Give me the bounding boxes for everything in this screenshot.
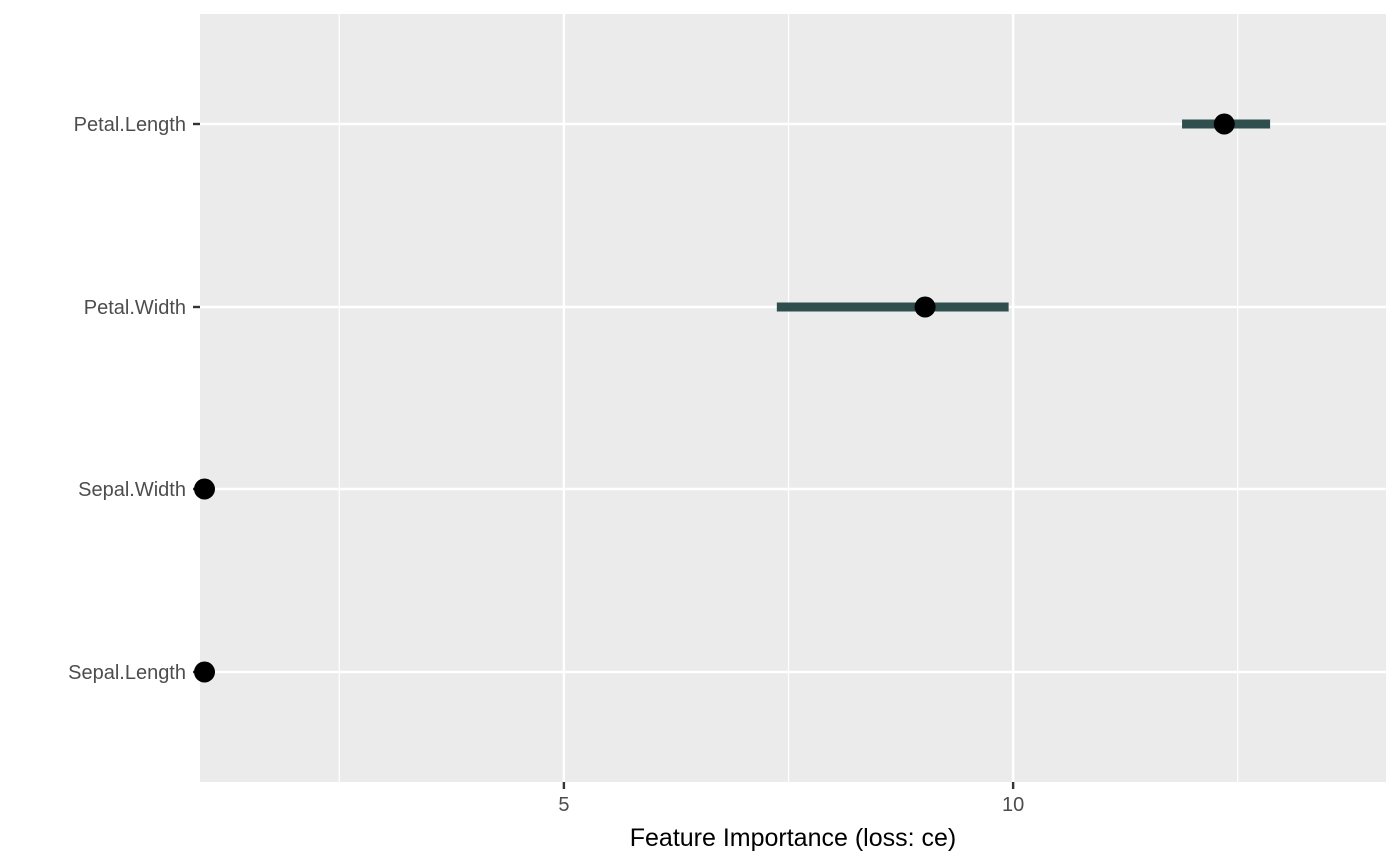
importance-point	[914, 296, 936, 318]
y-tick-label: Petal.Length	[74, 114, 186, 136]
x-tick-label: 5	[558, 794, 569, 816]
importance-point	[1213, 113, 1235, 135]
y-tick-label: Petal.Width	[84, 297, 186, 319]
x-axis-title: Feature Importance (loss: ce)	[630, 824, 957, 852]
importance-points	[193, 113, 1235, 683]
plot-panel	[200, 14, 1386, 782]
x-axis: 5 10	[558, 782, 1024, 816]
y-tick-label: Sepal.Length	[68, 662, 186, 684]
y-axis: Petal.Length Petal.Width Sepal.Width Sepal.…	[68, 114, 200, 684]
minor-gridlines	[338, 14, 1239, 782]
importance-point	[193, 478, 215, 500]
y-tick-label: Sepal.Width	[78, 479, 186, 501]
x-tick-label: 10	[1002, 794, 1024, 816]
importance-point	[193, 661, 215, 683]
